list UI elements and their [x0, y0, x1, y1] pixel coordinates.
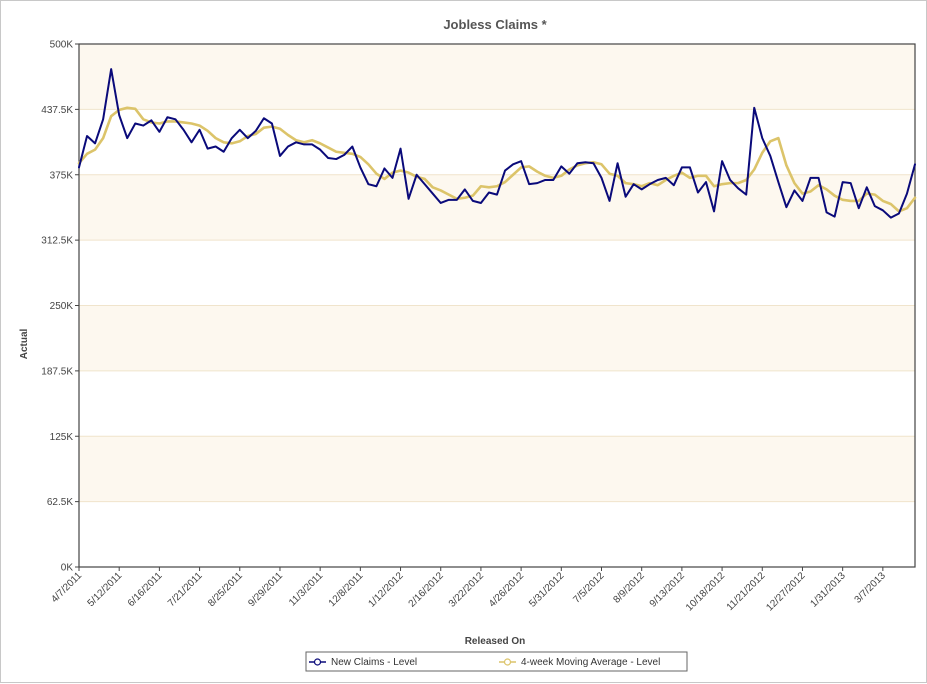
- legend-new-claims-label: New Claims - Level: [331, 657, 417, 668]
- series-line-moving-average: [77, 106, 917, 213]
- legend[interactable]: New Claims - Level 4-week Moving Average…: [305, 651, 688, 672]
- y-axis-ticks: 0K 62.5K 125K 187.5K 250K 312.5K 375K 437.5K 500…: [41, 40, 79, 574]
- x-tick-label: 7/5/2012: [571, 570, 607, 606]
- x-tick-label: 3/7/2013: [853, 570, 889, 606]
- x-tick-label: 7/21/2011: [166, 570, 205, 609]
- x-tick-label: 9/29/2011: [246, 570, 285, 609]
- legend-moving-average-marker: [503, 658, 512, 666]
- y-tick-label: 62.5K: [47, 497, 73, 508]
- x-tick-label: 4/7/2011: [49, 570, 84, 605]
- x-tick-label: 5/31/2012: [527, 570, 567, 610]
- x-tick-label: 2/16/2012: [407, 570, 447, 610]
- y-tick-label: 250K: [50, 301, 74, 312]
- y-tick-label: 0K: [61, 563, 74, 574]
- x-axis-title: Released On: [465, 636, 526, 647]
- x-tick-label: 10/18/2012: [684, 570, 727, 613]
- x-tick-label: 1/31/2013: [809, 570, 849, 610]
- legend-box: [305, 651, 688, 672]
- x-tick-label: 9/13/2012: [648, 570, 688, 610]
- plot-band: [79, 44, 915, 110]
- plot-bands: [79, 44, 915, 567]
- x-tick-label: 5/12/2011: [86, 570, 125, 609]
- x-tick-label: 8/25/2011: [206, 570, 245, 609]
- chart-title: Jobless Claims *: [443, 17, 547, 32]
- x-tick-label: 3/22/2012: [447, 570, 487, 610]
- plot-band: [79, 109, 915, 175]
- plot-band: [79, 305, 915, 371]
- x-tick-label: 12/8/2011: [327, 570, 366, 609]
- x-tick-label: 1/12/2012: [366, 570, 406, 610]
- x-tick-label: 11/3/2011: [287, 570, 325, 608]
- plot-band: [79, 370, 915, 437]
- y-tick-label: 437.5K: [41, 105, 73, 116]
- x-tick-label: 12/27/2012: [764, 570, 807, 613]
- y-tick-label: 375K: [50, 170, 74, 181]
- legend-new-claims-marker: [313, 658, 322, 666]
- x-tick-label: 6/16/2011: [126, 570, 165, 609]
- plot-band: [79, 174, 915, 241]
- x-tick-label: 11/21/2012: [725, 570, 768, 613]
- y-tick-label: 500K: [50, 40, 74, 51]
- y-tick-label: 125K: [50, 432, 74, 443]
- y-axis-title: Actual: [19, 328, 30, 359]
- series-line-new-claims: [78, 68, 916, 219]
- legend-moving-average-label: 4-week Moving Average - Level: [521, 657, 660, 668]
- y-tick-label: 187.5K: [41, 366, 73, 377]
- x-axis-ticks: 4/7/2011 5/12/2011 6/16/2011 7/21/2011 8/25/…: [49, 567, 888, 614]
- y-tick-label: 312.5K: [41, 236, 73, 247]
- series-lines: [77, 68, 917, 219]
- plot-band: [79, 240, 915, 306]
- plot-band: [79, 436, 915, 502]
- x-tick-label: 8/9/2012: [612, 570, 648, 606]
- plot-band: [79, 501, 915, 567]
- x-tick-label: 4/26/2012: [487, 570, 527, 610]
